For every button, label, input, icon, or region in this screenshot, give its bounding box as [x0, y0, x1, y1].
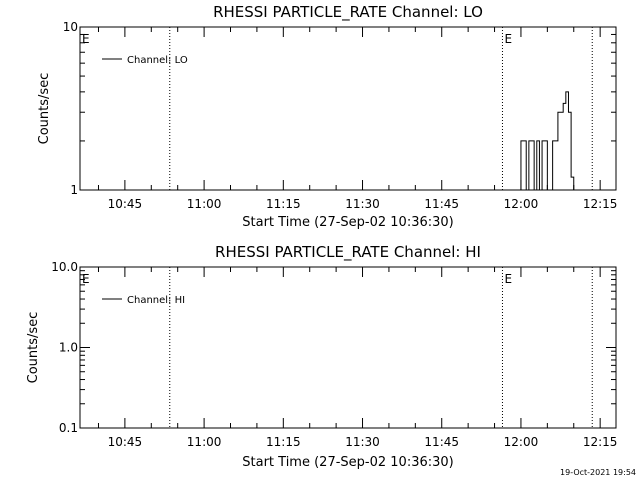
y-tick-label: 10.0: [51, 260, 78, 274]
event-marker: E: [82, 272, 90, 286]
y-tick-label: 0.1: [59, 421, 78, 435]
x-tick-label: 11:30: [345, 197, 380, 211]
x-axis-label: Start Time (27-Sep-02 10:36:30): [242, 455, 453, 470]
generation-timestamp: 19-Oct-2021 19:54: [560, 468, 636, 477]
x-tick-label: 11:15: [266, 435, 301, 449]
event-marker: E: [504, 32, 512, 46]
x-tick-label: 10:45: [108, 435, 143, 449]
event-marker: E: [82, 32, 90, 46]
y-tick-label: 1.0: [59, 341, 78, 355]
chart-title: RHESSI PARTICLE_RATE Channel: HI: [215, 243, 481, 262]
chart-panel-1: RHESSI PARTICLE_RATE Channel: LO 1 10 10:45…: [37, 3, 617, 230]
x-tick-label: 12:15: [583, 197, 618, 211]
x-tick-label: 11:00: [187, 435, 222, 449]
chart-panel-2: RHESSI PARTICLE_RATE Channel: HI 0.1 1.0 10…: [26, 243, 617, 470]
legend-label: Channel: HI: [127, 295, 185, 306]
event-marker: E: [504, 272, 512, 286]
x-tick-label: 12:00: [504, 197, 539, 211]
x-tick-label: 12:15: [583, 435, 618, 449]
x-tick-label: 12:00: [504, 435, 539, 449]
x-tick-label: 11:15: [266, 197, 301, 211]
x-tick-label: 11:00: [187, 197, 222, 211]
x-tick-label: 11:45: [424, 435, 459, 449]
legend-label: Channel: LO: [127, 55, 188, 66]
x-tick-label: 11:30: [345, 435, 380, 449]
y-tick-label: 10: [63, 20, 78, 34]
y-tick-label: 1: [70, 183, 78, 197]
x-tick-label: 11:45: [424, 197, 459, 211]
plot-frame: [79, 26, 617, 191]
y-axis-label: Counts/sec: [37, 73, 52, 145]
chart-title: RHESSI PARTICLE_RATE Channel: LO: [213, 3, 483, 22]
x-axis-label: Start Time (27-Sep-02 10:36:30): [242, 215, 453, 230]
y-axis-label: Counts/sec: [26, 312, 41, 384]
series-line-channel-lo: [518, 91, 577, 191]
x-tick-label: 10:45: [108, 197, 143, 211]
